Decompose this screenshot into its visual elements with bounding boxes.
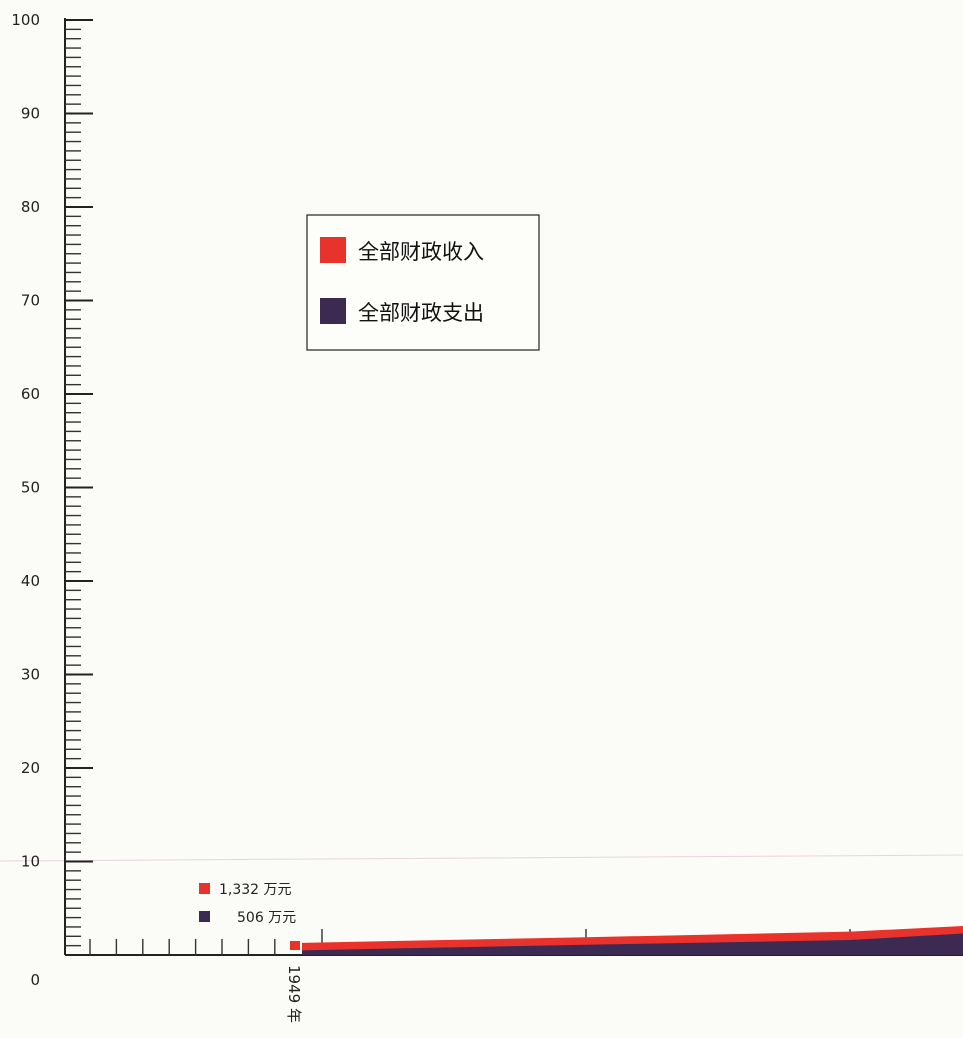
legend-income-swatch [320, 237, 346, 263]
area-expense [302, 933, 963, 955]
y-tick-label: 60 [21, 385, 40, 403]
x-start-year-label: 1949 年 [285, 965, 303, 1023]
series-areas [302, 926, 963, 955]
reference-line-10 [0, 854, 963, 862]
y-tick-label: 100 [11, 11, 40, 29]
y-tick-label: 70 [21, 292, 40, 310]
legend-income-label: 全部财政收入 [358, 240, 484, 264]
start-marker-income [290, 941, 300, 950]
annotation-income-swatch [199, 883, 210, 894]
y-tick-label: 10 [21, 853, 40, 871]
y-minor-ticks [65, 28, 81, 947]
y-tick-label: 90 [21, 105, 40, 123]
y-tick-label: 80 [21, 198, 40, 216]
y-tick-label: 40 [21, 572, 40, 590]
annotation-expense-swatch [199, 911, 210, 922]
legend-expense-label: 全部财政支出 [358, 301, 484, 325]
y-tick-label: 0 [30, 971, 40, 989]
annotation-income-text: 1,332 万元 [219, 882, 292, 898]
legend-box [306, 214, 540, 351]
y-major-ticks [65, 19, 93, 863]
legend-expense-swatch [320, 298, 346, 324]
y-tick-labels: 0 10 20 30 40 50 60 70 80 90 100 [11, 11, 40, 989]
annotation-expense-text: 506 万元 [237, 910, 296, 926]
y-tick-label: 30 [21, 666, 40, 684]
y-tick-label: 20 [21, 759, 40, 777]
y-tick-label: 50 [21, 479, 40, 497]
